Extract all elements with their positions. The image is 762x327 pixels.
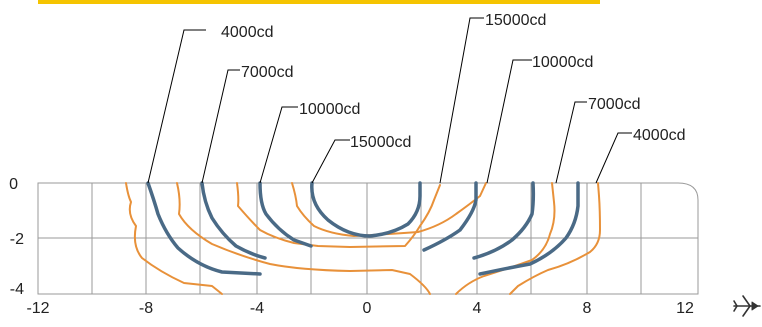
leader-right-4000 <box>595 132 632 184</box>
orange-contours <box>125 182 601 295</box>
value-labels: 4000cd 7000cd 10000cd 15000cd 15000cd 10… <box>221 12 686 151</box>
contour-15000cd-orange <box>291 182 487 237</box>
contour-10000cd <box>236 182 441 248</box>
contour-4000cd-right <box>509 182 601 295</box>
label-right-7000cd: 7000cd <box>588 96 641 113</box>
x-tick-label: -12 <box>26 300 49 317</box>
label-right-10000cd: 10000cd <box>532 54 593 71</box>
y-axis-labels: 0 -2 -4 <box>9 176 24 298</box>
contour-4000cd-left <box>125 182 223 295</box>
grid-boundary <box>37 182 699 295</box>
contour-7000cd-right <box>455 182 556 295</box>
x-axis-labels: -12 -8 -4 0 4 8 12 <box>26 300 694 317</box>
x-tick-label: 8 <box>583 300 592 317</box>
x-tick-label: 12 <box>676 300 694 317</box>
x-tick-label: 4 <box>473 300 482 317</box>
grid <box>37 182 699 295</box>
accent-bar <box>38 0 600 4</box>
label-left-10000cd: 10000cd <box>299 101 360 118</box>
x-tick-label: 0 <box>363 300 372 317</box>
y-tick-label: -2 <box>10 231 24 248</box>
leader-left-7000 <box>201 69 240 184</box>
contour-7000cd-left <box>176 182 431 295</box>
leader-left-15000 <box>311 139 350 184</box>
x-tick-label: -4 <box>250 300 264 317</box>
contour-blue-inner-right <box>422 181 478 252</box>
leader-right-7000 <box>555 101 587 184</box>
leader-left-4000 <box>147 29 206 184</box>
contour-blue-10000-left <box>146 181 262 276</box>
label-right-15000cd: 15000cd <box>485 12 546 29</box>
contour-blue-center <box>310 181 422 238</box>
x-tick-label: -8 <box>139 300 153 317</box>
y-tick-label: -4 <box>10 281 24 298</box>
contour-blue-10000-right <box>478 181 580 276</box>
leader-left-10000 <box>259 106 298 184</box>
airplane-icon <box>733 295 761 317</box>
contour-blue-15000-left <box>200 181 267 260</box>
leader-lines <box>147 17 632 184</box>
leader-right-10000 <box>486 59 532 184</box>
label-left-15000cd: 15000cd <box>350 134 411 151</box>
label-left-7000cd: 7000cd <box>241 64 294 81</box>
contour-blue-inner-left <box>258 181 313 248</box>
leader-right-15000 <box>439 17 484 184</box>
label-left-4000cd: 4000cd <box>221 24 274 41</box>
label-right-4000cd: 4000cd <box>633 127 686 144</box>
blue-contours <box>146 181 580 276</box>
contour-blue-15000-right <box>472 181 536 260</box>
y-tick-label: 0 <box>9 176 18 193</box>
